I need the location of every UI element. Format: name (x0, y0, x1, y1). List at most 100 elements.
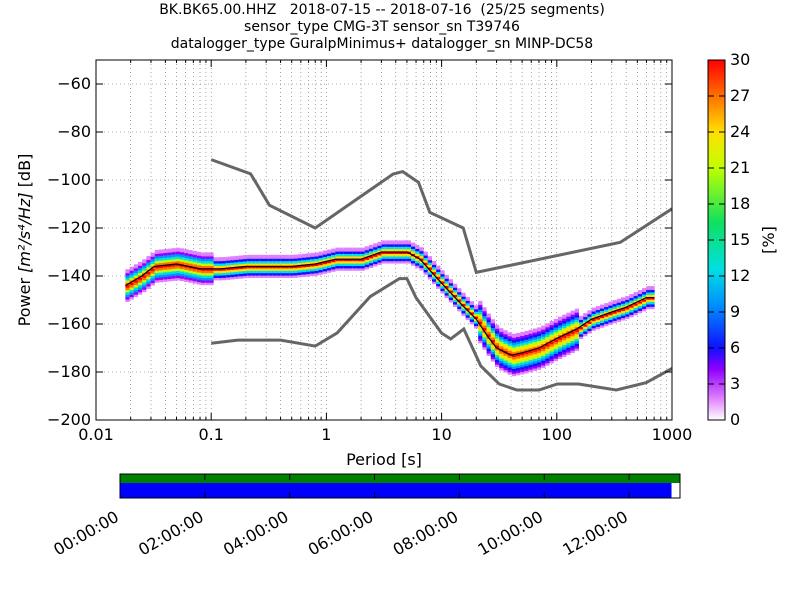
heatmap-cell (301, 270, 307, 275)
heatmap-cell (562, 338, 567, 343)
heatmap-cell (537, 365, 542, 370)
heatmap-cell (226, 271, 231, 276)
heatmap-cell (415, 254, 420, 259)
heatmap-cell (633, 301, 638, 306)
heatmap-cell (331, 260, 336, 265)
heatmap-cell (163, 249, 168, 254)
heatmap-cell (621, 309, 626, 314)
heatmap-cell (444, 282, 449, 287)
heatmap-cell (520, 348, 525, 353)
heatmap-cell (356, 254, 361, 259)
heatmap-cell (234, 272, 239, 277)
heatmap-cell (373, 243, 378, 248)
heatmap-cell (415, 261, 420, 266)
heatmap-cell (268, 259, 273, 264)
heatmap-cell (167, 272, 172, 277)
heatmap-cell (612, 316, 617, 321)
heatmap-cell (524, 362, 529, 367)
heatmap-cell (545, 356, 550, 361)
heatmap-cell (574, 344, 580, 349)
heatmap-cell (545, 344, 550, 349)
heatmap-cell (541, 332, 546, 337)
heatmap-cell (474, 319, 479, 324)
heatmap-cell (549, 349, 554, 354)
coverage-frame (119, 473, 681, 499)
heatmap-cell (574, 311, 580, 316)
heatmap-cell (272, 266, 277, 271)
heatmap-cell (259, 257, 265, 262)
heatmap-cell (524, 354, 529, 359)
heatmap-cell (411, 249, 416, 254)
heatmap-cell (482, 343, 487, 348)
heatmap-cell (339, 262, 344, 266)
heatmap-cell (516, 368, 521, 373)
heatmap-cell (201, 276, 206, 281)
heatmap-cell (511, 369, 517, 374)
heatmap-cell (171, 255, 176, 260)
heatmap-cell (364, 260, 370, 265)
heatmap-cell (259, 269, 265, 274)
heatmap-cell (398, 254, 403, 259)
heatmap-cell (222, 261, 227, 266)
heatmap-cell (499, 359, 504, 364)
heatmap-cell (642, 297, 647, 302)
x-tick-label: 100 (542, 425, 573, 444)
heatmap-cell (411, 259, 416, 264)
heatmap-cell (642, 295, 647, 300)
heatmap-cell (486, 332, 491, 337)
heatmap-cell (293, 261, 298, 266)
heatmap-cell (427, 258, 433, 263)
heatmap-cell (264, 257, 269, 262)
heatmap-cell (520, 344, 525, 349)
colorbar-tick-label: 9 (730, 302, 740, 321)
heatmap-cell (616, 313, 622, 318)
heatmap-cell (570, 322, 575, 327)
heatmap-cell (163, 265, 168, 270)
heatmap-cell (133, 285, 139, 290)
heatmap-cell (503, 366, 508, 371)
heatmap-cell (217, 269, 223, 274)
heatmap-cell (301, 258, 307, 263)
heatmap-cell (637, 292, 643, 297)
heatmap-cell (297, 258, 302, 263)
heatmap-cell (453, 283, 458, 288)
heatmap-cell (595, 325, 601, 330)
heatmap-cell (146, 282, 151, 287)
heatmap-cell (574, 308, 580, 313)
heatmap-cell (465, 299, 470, 304)
heatmap-cell (306, 255, 311, 260)
heatmap-cell (310, 264, 315, 269)
heatmap-cell (461, 311, 466, 316)
heatmap-cell (516, 332, 521, 337)
coverage-tick-label: 00:00:00 (50, 507, 122, 559)
heatmap-cell (222, 273, 227, 278)
heatmap-cell (511, 333, 517, 338)
heatmap-cell (440, 270, 445, 275)
heatmap-cell (570, 315, 575, 320)
heatmap-cell (524, 366, 529, 371)
heatmap-cell (507, 361, 512, 366)
heatmap-cell (633, 306, 638, 311)
heatmap-cell (642, 292, 647, 297)
heatmap-cell (549, 321, 554, 326)
heatmap-cell (541, 335, 546, 340)
heatmap-cell (243, 269, 248, 274)
heatmap-cell (146, 280, 151, 285)
heatmap-cell (175, 274, 181, 279)
heatmap-cell (213, 257, 218, 262)
heatmap-cell (495, 355, 500, 360)
heatmap-cell (642, 300, 647, 305)
heatmap-cell (272, 274, 277, 278)
heatmap-cell (474, 307, 479, 312)
heatmap-cell (503, 342, 508, 347)
heatmap-cell (587, 317, 592, 322)
heatmap-cell (625, 303, 630, 308)
heatmap-cell (541, 363, 546, 368)
heatmap-cell (595, 306, 601, 311)
heatmap-cell (318, 251, 323, 256)
heatmap-cell (520, 356, 525, 361)
heatmap-cell (402, 245, 407, 250)
heatmap-cell (444, 291, 449, 296)
heatmap-cell (159, 271, 164, 276)
heatmap-cell (192, 272, 197, 277)
